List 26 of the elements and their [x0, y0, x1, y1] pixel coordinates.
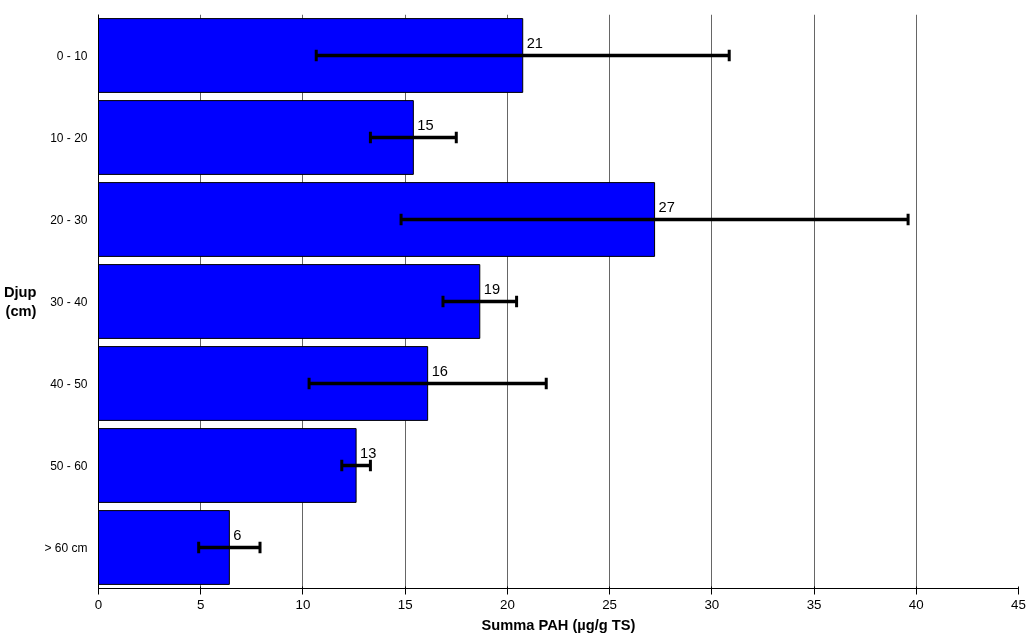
x-tick-label: 30: [704, 596, 720, 612]
x-tick-label: 35: [806, 596, 822, 612]
data-label: 6: [233, 526, 242, 543]
data-label: 16: [431, 362, 448, 379]
data-label: 13: [360, 444, 377, 461]
x-tick-label: 10: [295, 596, 311, 612]
data-label: 19: [483, 280, 501, 297]
x-tick-label: 25: [602, 596, 618, 612]
y-tick-label: 50 - 60: [50, 458, 88, 473]
x-tick-label: 20: [499, 596, 515, 612]
y-tick-label: 0 - 10: [56, 48, 88, 63]
x-tick-label: 5: [197, 596, 205, 612]
data-label: 15: [417, 116, 434, 133]
x-tick-label: 0: [94, 596, 103, 612]
y-tick-label: 30 - 40: [50, 294, 88, 309]
x-tick-label: 15: [397, 596, 413, 612]
x-tick-label: 40: [908, 596, 924, 612]
y-tick-label: 20 - 30: [50, 212, 88, 227]
data-label: 21: [526, 34, 544, 51]
y-tick-label: > 60 cm: [44, 540, 88, 555]
data-label: 27: [658, 198, 675, 215]
x-tick-label: 45: [1011, 596, 1026, 612]
y-axis-title: Djup (cm): [3, 283, 37, 320]
y-tick-label: 10 - 20: [50, 130, 88, 145]
y-tick-label: 40 - 50: [50, 376, 88, 391]
x-axis-title: Summa PAH (µg/g TS): [481, 616, 636, 633]
